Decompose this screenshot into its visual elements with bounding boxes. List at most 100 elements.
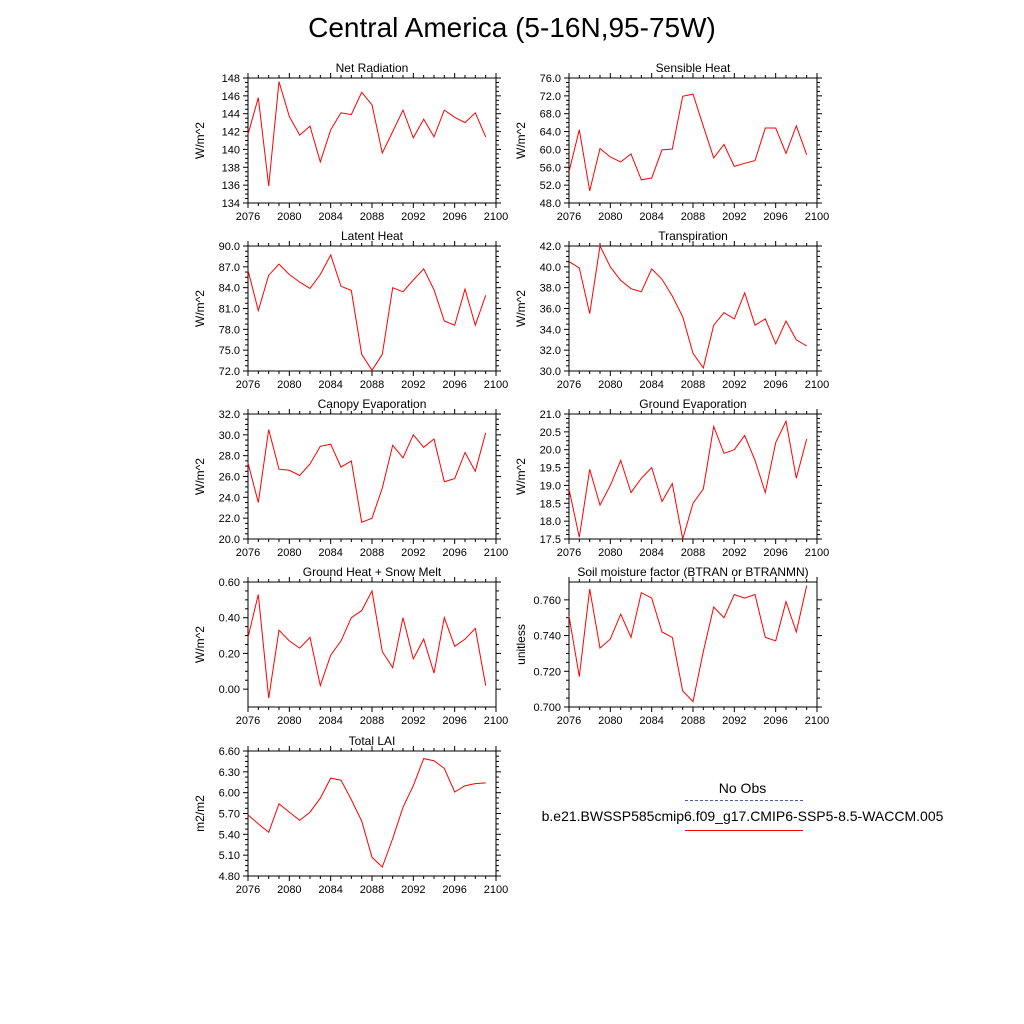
x-tick-label: 2080 — [277, 211, 301, 223]
x-tick-label: 2096 — [442, 547, 466, 559]
y-axis-label: W/m^2 — [193, 122, 207, 159]
chart-panel-4: Transpiration W/m^2 2076 2080 2084 2088 2092 20… — [514, 229, 829, 391]
x-tick-label: 2088 — [681, 547, 705, 559]
x-tick-label: 2076 — [557, 211, 581, 223]
legend: No Obs b.e21.BWSSP585cmip6.f09_g17.CMIP6… — [520, 780, 980, 850]
chart-panel-8: Soil moisture factor (BTRAN or BTRANMN) u… — [514, 565, 829, 727]
series-line — [568, 419, 808, 540]
y-tick-label: 84.0 — [219, 283, 240, 295]
y-tick-label: 60.0 — [540, 144, 561, 156]
y-tick-label: 56.0 — [540, 162, 561, 174]
x-tick-label: 2096 — [442, 884, 466, 896]
y-tick-label: 140 — [222, 144, 240, 156]
y-axis-label: W/m^2 — [514, 458, 528, 495]
y-tick-label: 78.0 — [219, 324, 240, 336]
chart-panel-3: Latent Heat W/m^2 2076 2080 2084 2088 2092 2096… — [193, 229, 508, 391]
y-tick-label: 5.40 — [219, 829, 240, 841]
figure-title: Central America (5-16N,95-75W) — [308, 12, 716, 43]
y-tick-label: 0.00 — [219, 684, 240, 696]
y-tick-label: 52.0 — [540, 180, 561, 192]
chart-panel-5: Canopy Evaporation W/m^2 2076 2080 2084 2088 2… — [193, 397, 508, 559]
x-tick-label: 2096 — [763, 379, 787, 391]
x-tick-label: 2100 — [805, 715, 829, 727]
x-tick-label: 2092 — [722, 379, 746, 391]
y-tick-label: 18.0 — [540, 516, 561, 528]
x-tick-label: 2092 — [722, 715, 746, 727]
x-tick-label: 2092 — [401, 884, 425, 896]
x-tick-label: 2080 — [277, 547, 301, 559]
x-tick-label: 2092 — [401, 379, 425, 391]
y-tick-label: 32.0 — [540, 345, 561, 357]
x-tick-label: 2080 — [598, 715, 622, 727]
chart-panel-9: Total LAI m2/m2 2076 2080 2084 2088 2092 2096 21… — [193, 734, 508, 896]
y-tick-label: 64.0 — [540, 127, 561, 139]
y-tick-label: 5.10 — [219, 850, 240, 862]
x-tick-label: 2076 — [236, 715, 260, 727]
x-tick-label: 2080 — [277, 884, 301, 896]
y-tick-label: 17.5 — [540, 534, 561, 546]
chart-panel-2: Sensible Heat W/m^2 2076 2080 2084 2088 2092 20… — [514, 61, 829, 223]
legend-model-label: b.e21.BWSSP585cmip6.f09_g17.CMIP6-SSP5-8… — [541, 808, 944, 824]
x-tick-label: 2084 — [318, 379, 342, 391]
plot-frame — [247, 581, 497, 708]
x-tick-label: 2096 — [763, 715, 787, 727]
y-tick-label: 134 — [222, 198, 240, 210]
legend-obs-label: No Obs — [718, 780, 767, 796]
panel-title: Latent Heat — [341, 229, 404, 243]
y-tick-label: 32.0 — [219, 409, 240, 421]
y-tick-label: 87.0 — [219, 262, 240, 274]
y-tick-label: 76.0 — [540, 73, 561, 85]
y-tick-label: 42.0 — [540, 241, 561, 253]
x-tick-label: 2076 — [557, 379, 581, 391]
series-line — [568, 244, 807, 370]
x-tick-label: 2076 — [236, 379, 260, 391]
plot-frame — [568, 413, 818, 540]
x-tick-label: 2084 — [318, 884, 342, 896]
series-line — [247, 589, 487, 699]
x-tick-label: 2092 — [722, 211, 746, 223]
y-tick-label: 148 — [222, 73, 240, 85]
series-line — [247, 253, 487, 372]
chart-panel-6: Ground Evaporation W/m^2 2076 2080 2084 2088 2… — [514, 397, 829, 559]
x-tick-label: 2080 — [598, 211, 622, 223]
y-tick-label: 0.740 — [533, 631, 561, 643]
y-axis-label: m2/m2 — [193, 795, 207, 832]
y-axis-label: W/m^2 — [193, 626, 207, 663]
y-tick-label: 90.0 — [219, 241, 240, 253]
y-tick-label: 0.20 — [219, 648, 240, 660]
chart-panel-7: Ground Heat + Snow Melt W/m^2 2076 2080 2084… — [193, 565, 508, 727]
x-tick-label: 2100 — [484, 715, 508, 727]
series-line — [568, 585, 808, 703]
y-axis-label: unitless — [514, 624, 528, 665]
y-tick-label: 138 — [222, 162, 240, 174]
y-tick-label: 68.0 — [540, 109, 561, 121]
x-tick-label: 2084 — [318, 211, 342, 223]
x-tick-label: 2084 — [639, 379, 663, 391]
series-line — [247, 429, 487, 523]
x-tick-label: 2100 — [805, 379, 829, 391]
panel-title: Ground Evaporation — [639, 397, 746, 411]
x-tick-label: 2100 — [484, 884, 508, 896]
panel-title: Total LAI — [349, 734, 396, 748]
plot-frame — [247, 245, 497, 372]
x-tick-label: 2076 — [236, 211, 260, 223]
y-axis-label: W/m^2 — [514, 290, 528, 327]
x-tick-label: 2096 — [442, 715, 466, 727]
y-tick-label: 28.0 — [219, 451, 240, 463]
y-tick-label: 6.30 — [219, 767, 240, 779]
legend-obs-swatch — [685, 800, 803, 801]
chart-panel-1: Net Radiation W/m^2 2076 2080 2084 2088 2092 20… — [193, 61, 508, 223]
x-tick-label: 2096 — [442, 211, 466, 223]
y-tick-label: 21.0 — [540, 409, 561, 421]
x-tick-label: 2076 — [557, 715, 581, 727]
y-axis-label: W/m^2 — [193, 290, 207, 327]
y-tick-label: 75.0 — [219, 345, 240, 357]
plot-frame — [247, 413, 497, 540]
y-tick-label: 18.5 — [540, 498, 561, 510]
x-tick-label: 2076 — [557, 547, 581, 559]
y-tick-label: 142 — [222, 127, 240, 139]
series-line — [568, 93, 808, 192]
x-tick-label: 2092 — [401, 715, 425, 727]
x-tick-label: 2080 — [598, 379, 622, 391]
x-tick-label: 2088 — [360, 884, 384, 896]
